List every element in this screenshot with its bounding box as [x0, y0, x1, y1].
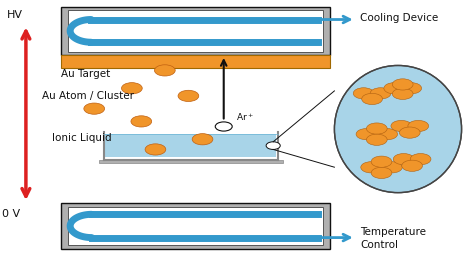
Text: Cooling Device: Cooling Device: [360, 13, 439, 23]
FancyBboxPatch shape: [61, 203, 330, 249]
Circle shape: [154, 66, 175, 77]
FancyBboxPatch shape: [61, 8, 330, 56]
Circle shape: [384, 83, 405, 94]
Text: Ionic Liquid: Ionic Liquid: [52, 132, 112, 142]
Text: Au Target: Au Target: [61, 69, 111, 78]
Circle shape: [266, 142, 280, 150]
Circle shape: [408, 121, 429, 132]
Circle shape: [131, 116, 152, 128]
Text: HV: HV: [7, 10, 23, 20]
FancyBboxPatch shape: [105, 135, 276, 157]
FancyBboxPatch shape: [61, 56, 330, 69]
Text: Temperature
Control: Temperature Control: [360, 227, 426, 249]
Circle shape: [402, 161, 422, 172]
Text: 0 V: 0 V: [2, 208, 20, 218]
Circle shape: [353, 88, 374, 100]
Circle shape: [84, 104, 105, 115]
Circle shape: [215, 122, 232, 132]
Circle shape: [401, 83, 422, 94]
Circle shape: [122, 83, 142, 94]
Text: Ar$^+$: Ar$^+$: [236, 111, 253, 122]
Circle shape: [362, 94, 382, 105]
Circle shape: [366, 123, 387, 135]
Circle shape: [391, 121, 412, 132]
Circle shape: [377, 129, 398, 140]
Ellipse shape: [334, 66, 462, 193]
Circle shape: [192, 134, 213, 145]
Circle shape: [356, 129, 377, 140]
Circle shape: [410, 154, 431, 165]
FancyBboxPatch shape: [68, 207, 323, 245]
Circle shape: [361, 162, 382, 173]
Circle shape: [366, 135, 387, 146]
FancyBboxPatch shape: [68, 11, 323, 52]
Circle shape: [178, 91, 199, 102]
Circle shape: [393, 154, 414, 165]
Circle shape: [370, 88, 391, 100]
FancyBboxPatch shape: [99, 160, 283, 164]
Text: Au Atom / Cluster: Au Atom / Cluster: [42, 90, 134, 100]
Circle shape: [392, 80, 413, 91]
Circle shape: [392, 89, 413, 100]
Circle shape: [371, 156, 392, 168]
Circle shape: [382, 162, 402, 173]
Circle shape: [145, 144, 166, 155]
Circle shape: [399, 128, 420, 139]
Circle shape: [371, 168, 392, 179]
